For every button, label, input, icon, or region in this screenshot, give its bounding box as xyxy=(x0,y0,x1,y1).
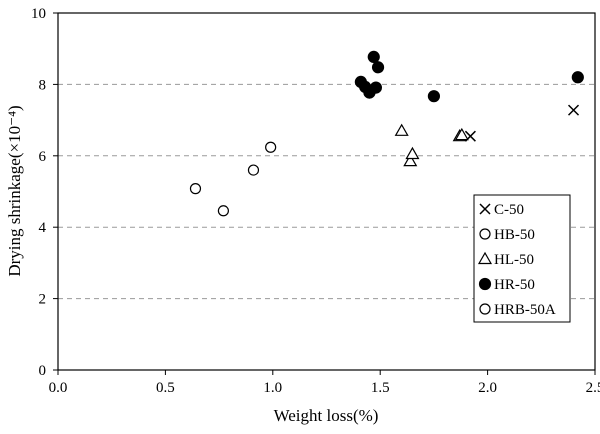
legend-box xyxy=(473,194,571,323)
legend-marker-hr-50 xyxy=(478,277,492,291)
data-point-hr-50 xyxy=(427,90,440,103)
x-tick-label: 0.0 xyxy=(49,380,68,396)
data-point-hr-50 xyxy=(369,81,383,94)
y-tick-label: 6 xyxy=(39,149,47,165)
y-tick-label: 4 xyxy=(39,220,47,236)
legend-marker-hl-50 xyxy=(477,251,493,265)
legend-label-hb-50: HB-50 xyxy=(494,227,535,243)
legend-marker-hrb-50a xyxy=(479,303,491,315)
y-axis: 0 2 4 6 8 10 xyxy=(31,6,58,379)
x-axis: 0.0 0.5 1.0 1.5 2.0 2.5 xyxy=(49,370,600,396)
x-axis-title: Weight loss(%) xyxy=(274,406,379,425)
y-tick-label: 10 xyxy=(31,6,46,22)
legend: C-50 HB-50 HL-50 HR-50 HRB-50A xyxy=(473,194,571,323)
x-tick-label: 2.0 xyxy=(478,380,497,396)
y-tick-label: 8 xyxy=(39,77,47,93)
data-point-hb-50 xyxy=(247,164,260,176)
x-tick-label: 2.5 xyxy=(586,380,600,396)
data-point-hr-50 xyxy=(571,71,584,84)
legend-label-c-50: C-50 xyxy=(494,202,524,218)
y-tick-label: 2 xyxy=(39,292,47,308)
data-point-hl-50 xyxy=(405,146,420,160)
legend-marker-c-50 xyxy=(479,203,491,215)
data-point-hb-50 xyxy=(217,205,229,217)
data-points xyxy=(189,50,584,217)
x-tick-label: 0.5 xyxy=(156,380,175,396)
data-point-hr-50 xyxy=(367,50,380,64)
legend-label-hl-50: HL-50 xyxy=(494,252,534,268)
legend-marker-hb-50 xyxy=(479,228,491,240)
data-point-c-50 xyxy=(567,104,580,116)
data-point-hl-50 xyxy=(454,127,469,141)
data-point-hr-50 xyxy=(371,61,385,74)
x-tick-label: 1.5 xyxy=(371,380,390,396)
x-tick-label: 1.0 xyxy=(263,380,282,396)
data-point-hb-50 xyxy=(265,141,277,153)
data-point-hb-50 xyxy=(189,183,202,195)
data-point-hl-50 xyxy=(394,123,409,136)
y-tick-label: 0 xyxy=(39,363,47,379)
legend-label-hr-50: HR-50 xyxy=(494,277,535,293)
data-point-hl-50 xyxy=(403,153,418,167)
y-axis-title: Drying shrinkage(×10⁻⁴) xyxy=(5,105,24,276)
plot-area xyxy=(57,12,596,371)
legend-label-hrb-50a: HRB-50A xyxy=(494,302,556,318)
